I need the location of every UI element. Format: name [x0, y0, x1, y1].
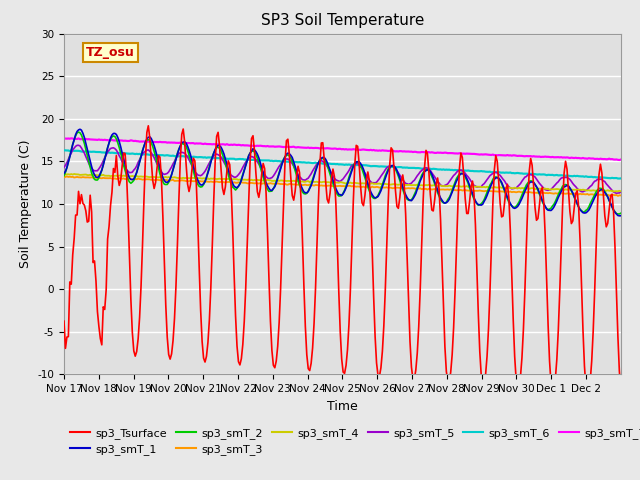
sp3_smT_6 — [458, 168, 466, 173]
sp3_smT_3 — [81, 174, 88, 180]
Line: sp3_Tsurface: sp3_Tsurface — [64, 126, 621, 395]
sp3_smT_1 — [616, 213, 623, 219]
Line: sp3_smT_1: sp3_smT_1 — [64, 129, 621, 216]
sp3_smT_2 — [458, 170, 466, 176]
Text: TZ_osu: TZ_osu — [86, 46, 135, 59]
Line: sp3_smT_6: sp3_smT_6 — [64, 150, 621, 179]
sp3_smT_4 — [97, 172, 104, 178]
sp3_smT_7 — [614, 157, 621, 163]
sp3_smT_1 — [348, 168, 356, 174]
sp3_smT_7 — [616, 157, 623, 163]
X-axis label: Time: Time — [327, 400, 358, 413]
sp3_Tsurface — [458, 155, 466, 160]
sp3_smT_5 — [541, 187, 549, 192]
Legend: sp3_Tsurface, sp3_smT_1, sp3_smT_2, sp3_smT_3, sp3_smT_4, sp3_smT_5, sp3_smT_6, : sp3_Tsurface, sp3_smT_1, sp3_smT_2, sp3_… — [70, 428, 640, 455]
sp3_smT_6 — [614, 176, 621, 181]
sp3_Tsurface — [348, 243, 356, 249]
sp3_smT_7 — [81, 136, 88, 142]
sp3_Tsurface — [617, 388, 625, 394]
sp3_smT_2 — [60, 173, 68, 179]
sp3_smT_1 — [76, 126, 84, 132]
sp3_smT_2 — [348, 167, 356, 172]
sp3_smT_5 — [60, 165, 68, 170]
sp3_smT_4 — [617, 188, 625, 194]
sp3_smT_3 — [617, 192, 625, 198]
sp3_smT_7 — [98, 137, 106, 143]
sp3_smT_4 — [610, 189, 618, 194]
sp3_smT_7 — [541, 154, 549, 159]
Line: sp3_smT_5: sp3_smT_5 — [64, 145, 621, 193]
sp3_smT_2 — [541, 204, 549, 210]
sp3_smT_1 — [81, 134, 88, 140]
sp3_smT_1 — [458, 170, 466, 176]
sp3_smT_5 — [348, 163, 356, 168]
sp3_smT_6 — [81, 149, 88, 155]
sp3_smT_1 — [541, 204, 549, 209]
Line: sp3_smT_7: sp3_smT_7 — [64, 138, 621, 160]
sp3_smT_5 — [458, 168, 466, 174]
sp3_smT_3 — [60, 174, 68, 180]
sp3_smT_1 — [98, 167, 106, 173]
sp3_smT_7 — [60, 136, 68, 142]
sp3_smT_5 — [75, 143, 83, 148]
sp3_Tsurface — [97, 336, 104, 341]
Line: sp3_smT_3: sp3_smT_3 — [64, 176, 621, 196]
sp3_smT_3 — [348, 183, 356, 189]
sp3_smT_3 — [98, 175, 106, 181]
sp3_smT_7 — [458, 151, 466, 156]
sp3_smT_4 — [540, 186, 548, 192]
Y-axis label: Soil Temperature (C): Soil Temperature (C) — [19, 140, 32, 268]
sp3_smT_4 — [457, 184, 465, 190]
sp3_smT_2 — [75, 129, 83, 135]
sp3_smT_5 — [617, 189, 625, 195]
Title: SP3 Soil Temperature: SP3 Soil Temperature — [260, 13, 424, 28]
sp3_smT_5 — [81, 150, 88, 156]
sp3_smT_6 — [348, 162, 356, 168]
sp3_smT_6 — [61, 147, 69, 153]
sp3_Tsurface — [79, 201, 87, 206]
sp3_smT_2 — [81, 141, 88, 146]
Line: sp3_smT_2: sp3_smT_2 — [64, 132, 621, 214]
sp3_smT_6 — [616, 176, 623, 181]
sp3_smT_1 — [60, 170, 68, 176]
sp3_smT_4 — [614, 188, 621, 194]
sp3_smT_2 — [614, 211, 621, 217]
sp3_smT_3 — [458, 188, 466, 193]
sp3_smT_5 — [98, 161, 106, 167]
sp3_smT_6 — [60, 147, 68, 153]
sp3_Tsurface — [541, 233, 549, 239]
sp3_smT_5 — [612, 191, 620, 196]
sp3_smT_3 — [63, 173, 71, 179]
sp3_smT_4 — [79, 172, 87, 178]
sp3_smT_7 — [67, 135, 75, 141]
sp3_smT_1 — [614, 213, 621, 218]
sp3_smT_6 — [541, 172, 549, 178]
sp3_smT_2 — [98, 168, 106, 173]
sp3_smT_3 — [614, 193, 621, 199]
sp3_smT_5 — [616, 190, 623, 196]
sp3_smT_6 — [98, 150, 106, 156]
Line: sp3_smT_4: sp3_smT_4 — [64, 174, 621, 192]
sp3_smT_3 — [541, 190, 549, 196]
sp3_Tsurface — [145, 123, 152, 129]
sp3_smT_7 — [617, 156, 625, 162]
sp3_Tsurface — [60, 318, 68, 324]
sp3_smT_1 — [617, 213, 625, 218]
sp3_smT_3 — [616, 192, 623, 198]
sp3_smT_6 — [617, 176, 625, 181]
sp3_Tsurface — [616, 368, 623, 374]
sp3_smT_4 — [346, 180, 354, 185]
sp3_smT_2 — [616, 211, 623, 217]
sp3_smT_2 — [617, 210, 625, 216]
sp3_smT_4 — [60, 171, 68, 177]
sp3_smT_7 — [348, 147, 356, 153]
sp3_Tsurface — [584, 392, 591, 397]
